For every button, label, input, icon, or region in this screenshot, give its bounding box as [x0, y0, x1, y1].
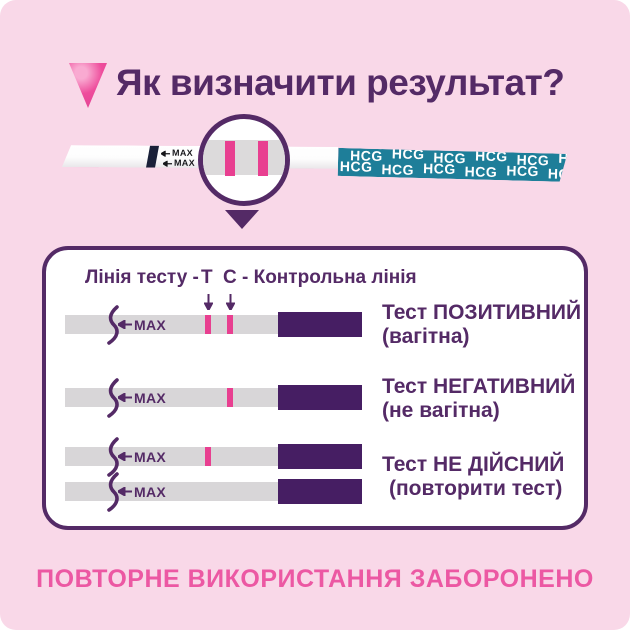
hcg-text: HCG: [391, 147, 425, 163]
line-legend: Лінія тесту - Т С - Контрольна лінія: [46, 267, 584, 297]
max-text: MAX: [134, 389, 167, 406]
result-title: Тест ПОЗИТИВНИЙ: [382, 301, 582, 324]
strip-positive: MAX: [65, 305, 382, 345]
left-arrow-icon: [118, 320, 132, 329]
hcg-text: HCG: [381, 161, 415, 178]
test-strip: MAX MAX HCG HCG HCG HCG HCG HCG HCG HCG HCG HCG H…: [62, 142, 567, 186]
results-panel: Лінія тесту - Т С - Контрольна лінія MAX: [42, 246, 588, 530]
result-label-negative: Тест НЕГАТИВНИЙ (не вагітна): [382, 375, 575, 423]
strip-negative: MAX: [65, 378, 382, 418]
control-line: [227, 315, 233, 334]
strip-invalid-blank: MAX: [65, 472, 382, 512]
result-subtitle: (вагітна): [382, 325, 470, 348]
legend-c-letter: С: [223, 267, 237, 288]
magnified-test-line: [225, 141, 235, 176]
hcg-text: HCG: [547, 165, 568, 182]
result-subtitle: (повторити тест): [389, 477, 563, 500]
hero-test-strip-illustration: MAX MAX HCG HCG HCG HCG HCG HCG HCG HCG HCG HCG H…: [0, 0, 630, 240]
strip-invalid-t-only: MAX: [65, 437, 382, 477]
magnified-strip-band: [203, 140, 285, 175]
hcg-text: HCG: [464, 163, 498, 181]
test-strip-white-body: MAX MAX: [62, 145, 338, 169]
result-subtitle: (не вагітна): [382, 399, 500, 422]
reuse-prohibited-warning: ПОВТОРНЕ ВИКОРИСТАННЯ ЗАБОРОНЕНО: [36, 565, 594, 593]
max-tag: MAX: [118, 315, 166, 334]
max-tag: MAX: [118, 388, 166, 407]
pointer-down-icon: [225, 210, 259, 229]
control-line: [227, 388, 233, 407]
hcg-text: HCG: [422, 160, 456, 178]
strip-clamp-squiggle: [107, 378, 119, 418]
strip-end-block: [278, 479, 362, 504]
down-arrow-icon: [226, 294, 235, 310]
down-arrow-icon: [204, 294, 213, 310]
left-arrow-icon: [161, 150, 170, 156]
strip-clamp-squiggle: [107, 472, 119, 512]
max-text: MAX: [134, 448, 167, 465]
legend-t-letter: Т: [201, 267, 213, 288]
test-strip-hcg-handle: HCG HCG HCG HCG HCG HCG HCG HCG HCG HCG HCG HCG: [338, 148, 568, 182]
result-title: Тест НЕГАТИВНИЙ: [382, 375, 576, 398]
max-label-top: MAX: [161, 149, 193, 158]
max-tag: MAX: [118, 447, 166, 466]
max-text: MAX: [134, 316, 167, 333]
magnifier-circle: [198, 114, 290, 206]
left-arrow-icon: [163, 160, 172, 166]
left-arrow-icon: [118, 452, 132, 461]
max-mark-band: [146, 146, 159, 168]
legend-test-line-text: Лінія тесту -: [85, 267, 199, 288]
test-line: [205, 447, 211, 466]
max-text: MAX: [134, 483, 167, 500]
hcg-text: HCG: [474, 147, 508, 165]
strip-clamp-squiggle: [107, 437, 119, 477]
max-tag: MAX: [118, 482, 166, 501]
strip-end-block: [278, 385, 362, 410]
strip-clamp-squiggle: [107, 305, 119, 345]
hcg-pattern-row: HCG HCG HCG HCG HCG HCG: [340, 162, 567, 181]
strip-end-block: [278, 312, 362, 337]
strip-end-block: [278, 444, 362, 469]
result-label-positive: Тест ПОЗИТИВНИЙ (вагітна): [382, 301, 581, 349]
left-arrow-icon: [118, 487, 132, 496]
legend-control-line-text: - Контрольна лінія: [242, 267, 417, 288]
page-title: Як визначити результат?: [116, 62, 565, 103]
max-label-text: MAX: [173, 157, 195, 168]
magnified-control-line: [258, 141, 268, 176]
max-label-text: MAX: [172, 147, 194, 158]
hcg-text: HCG: [339, 157, 373, 175]
test-line: [205, 315, 211, 334]
left-arrow-icon: [118, 393, 132, 402]
result-title: Тест НЕ ДІЙСНИЙ: [382, 453, 565, 476]
result-label-invalid: Тест НЕ ДІЙСНИЙ (повторити тест): [382, 453, 564, 501]
max-label-bottom: MAX: [163, 159, 195, 168]
hcg-text: HCG: [506, 162, 540, 180]
hcg-text: HCG: [558, 149, 568, 167]
